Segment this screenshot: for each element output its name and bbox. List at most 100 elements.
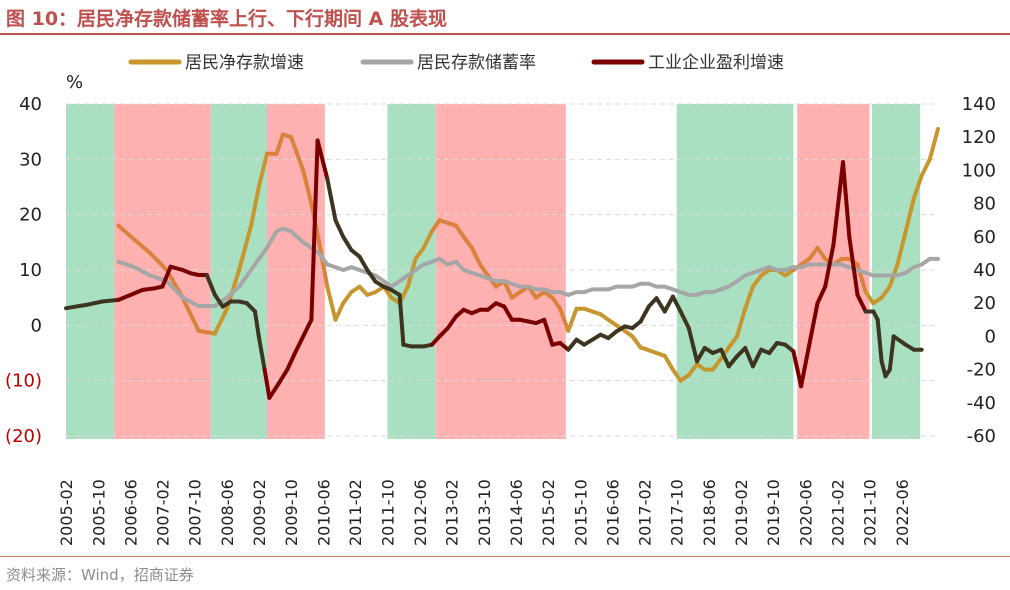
x-tick-label: 2005-10 <box>89 479 108 546</box>
series-0-segment <box>863 290 876 306</box>
series-0-segment <box>911 173 924 201</box>
region-red-1 <box>114 104 211 439</box>
series-2-segment <box>64 302 89 311</box>
series-1-segment <box>180 295 201 308</box>
legend-label-net-deposit: 居民净存款增速 <box>185 53 304 73</box>
series-2-segment <box>357 254 370 272</box>
axes: % 403020100(10)(20)140120100806040200-20… <box>5 72 996 546</box>
series-0-segment <box>815 245 828 261</box>
x-tick-label: 2015-10 <box>571 479 590 546</box>
x-tick-label: 2015-02 <box>539 479 558 546</box>
x-tick-label: 2021-02 <box>828 479 847 546</box>
legend: 居民净存款增速 居民存款储蓄率 工业企业盈利增速 <box>128 53 784 73</box>
series-0-segment <box>429 218 442 234</box>
series-0-segment <box>148 251 169 272</box>
x-tick-label: 2011-02 <box>346 479 365 546</box>
y-right-tick-label: 20 <box>973 293 996 314</box>
series-2-segment <box>168 264 185 272</box>
series-0-segment <box>454 223 466 239</box>
y-right-tick-label: 100 <box>962 160 996 181</box>
series-2-segment <box>253 309 261 339</box>
series-2-segment <box>823 243 836 289</box>
series-2-segment <box>140 286 157 292</box>
x-tick-label: 2022-06 <box>893 479 912 546</box>
series-2-segment <box>695 346 707 364</box>
series-2-segment <box>84 299 105 307</box>
series-2-segment <box>743 346 755 369</box>
series-2-segment <box>116 292 133 302</box>
x-tick-label: 2009-10 <box>282 479 301 546</box>
y-right-tick-label: -40 <box>967 393 996 414</box>
series-2-segment <box>256 334 267 372</box>
series-0-segment <box>743 284 755 311</box>
series-2-segment <box>128 287 145 297</box>
series-2-segment <box>841 160 852 239</box>
series-2-segment <box>855 292 868 314</box>
series-0-segment <box>879 284 892 300</box>
series-2-segment <box>799 342 812 389</box>
series-0-segment <box>212 306 229 336</box>
x-tick-label: 2007-02 <box>153 479 172 546</box>
series-2-segment <box>847 234 860 297</box>
x-tick-label: 2011-10 <box>379 479 398 546</box>
series-0-segment <box>726 334 739 350</box>
series-2-segment <box>212 292 225 309</box>
series-2-segment <box>445 314 458 331</box>
y-right-tick-label: 60 <box>973 227 996 248</box>
series-0-segment <box>325 284 338 322</box>
region-green-0 <box>66 104 115 439</box>
series-1-segment <box>164 279 185 300</box>
x-tick-label: 2017-02 <box>635 479 654 546</box>
series-0-segment <box>919 157 932 178</box>
series-0-segment <box>750 273 764 289</box>
series-2-segment <box>875 317 884 364</box>
series-2-segment <box>791 349 804 389</box>
legend-label-industrial-profit: 工业企业盈利增速 <box>648 53 784 73</box>
series-2-segment <box>293 334 306 355</box>
series-1-segment <box>317 251 330 267</box>
series-2-segment <box>160 264 173 289</box>
series-0-segment <box>132 237 153 256</box>
series-0-segment <box>461 234 474 250</box>
x-tick-label: 2009-02 <box>250 479 269 546</box>
series-2-segment <box>309 138 320 322</box>
series-2-segment <box>397 292 406 347</box>
series-1-segment <box>116 259 137 270</box>
y-left-tick-label: 20 <box>19 205 42 226</box>
series-0-segment <box>180 295 201 333</box>
series-2-segment <box>341 234 354 253</box>
y-right-tick-label: 80 <box>973 194 996 215</box>
y-right-tick-label: -60 <box>967 426 996 447</box>
series-0-segment <box>807 245 820 261</box>
series-2-segment <box>262 367 272 400</box>
figure-title: 图 10：居民净存款储蓄率上行、下行期间 A 股表现 <box>6 8 447 30</box>
y-right-tick-label: 120 <box>962 127 996 148</box>
series-0-segment <box>256 151 269 189</box>
series-2-segment <box>638 304 651 324</box>
series-0-segment <box>289 135 306 173</box>
series-lines <box>64 126 940 400</box>
series-0-segment <box>927 126 940 162</box>
series-0-segment <box>341 290 354 306</box>
series-0-segment <box>903 196 916 234</box>
series-2-segment <box>566 337 579 352</box>
series-1-segment <box>225 284 242 300</box>
series-0-segment <box>116 223 137 242</box>
series-2-segment <box>100 297 121 304</box>
x-tick-label: 2019-02 <box>732 479 751 546</box>
series-2-segment <box>726 354 739 369</box>
series-2-segment <box>315 138 330 181</box>
y-left-tick-label: (10) <box>5 371 42 392</box>
series-2-segment <box>719 347 731 369</box>
series-0-segment <box>413 245 426 261</box>
series-2-segment <box>678 309 691 331</box>
x-tick-label: 2013-02 <box>443 479 462 546</box>
series-2-segment <box>887 334 896 372</box>
series-0-segment <box>550 295 563 311</box>
series-2-segment <box>807 301 820 347</box>
series-0-segment <box>895 229 908 267</box>
series-2-segment <box>654 296 667 314</box>
x-tick-label: 2020-06 <box>796 479 815 546</box>
left-axis-unit: % <box>66 72 83 93</box>
series-2-segment <box>831 160 845 248</box>
